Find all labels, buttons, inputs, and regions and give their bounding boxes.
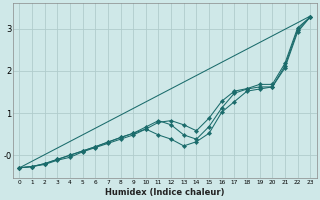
X-axis label: Humidex (Indice chaleur): Humidex (Indice chaleur) [105,188,225,197]
